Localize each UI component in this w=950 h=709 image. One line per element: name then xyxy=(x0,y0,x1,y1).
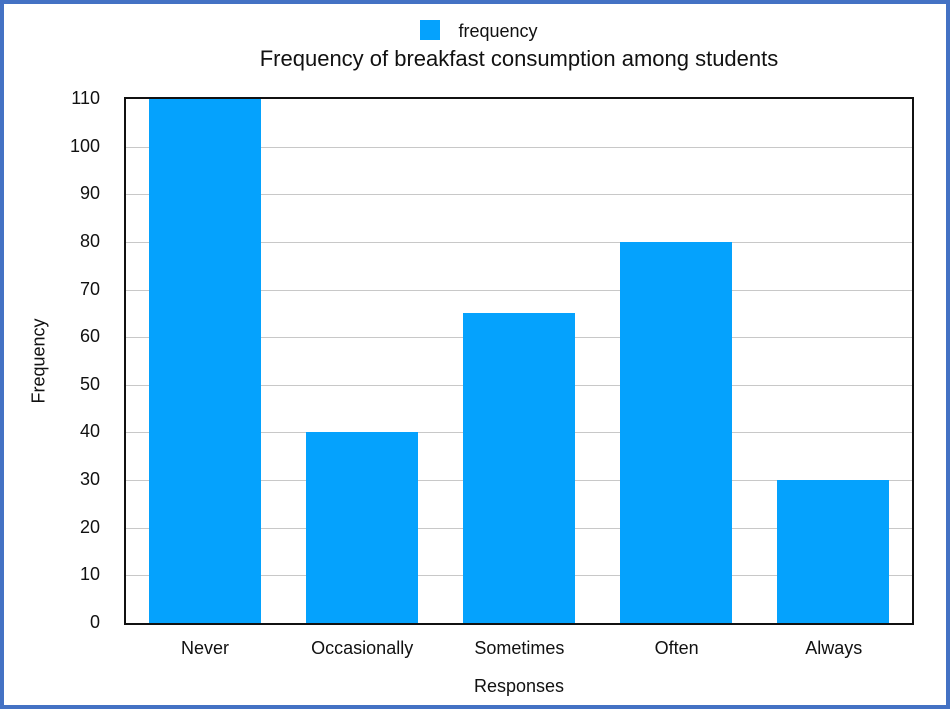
y-tick-label: 30 xyxy=(79,469,100,490)
bar-sometimes xyxy=(463,313,575,623)
y-tick-label: 50 xyxy=(79,373,100,394)
y-tick-label: 80 xyxy=(79,230,100,251)
y-tick-label: 100 xyxy=(69,135,100,156)
gridline xyxy=(126,241,912,243)
x-axis-label: Responses xyxy=(473,676,565,696)
x-tick-label: Never xyxy=(180,638,229,658)
bar-never xyxy=(148,99,261,623)
gridline xyxy=(126,194,912,196)
x-tick-label: Often xyxy=(654,638,699,658)
legend: frequency xyxy=(4,20,950,42)
x-tick-label: Sometimes xyxy=(474,638,565,658)
legend-label: frequency xyxy=(458,21,538,41)
x-tick-label: Occasionally xyxy=(311,638,414,658)
gridline xyxy=(126,289,912,291)
y-tick-label: 10 xyxy=(79,564,100,585)
y-tick-label: 0 xyxy=(89,612,100,632)
bar-often xyxy=(620,241,733,623)
legend-swatch xyxy=(420,20,441,40)
x-tick-label: Always xyxy=(805,638,863,658)
chart-title: Frequency of breakfast consumption among… xyxy=(259,46,779,71)
y-tick-label: 60 xyxy=(79,326,100,347)
bar-occasionally xyxy=(305,432,418,623)
bar-always xyxy=(777,480,890,623)
y-tick-label: 20 xyxy=(79,516,100,537)
gridline xyxy=(126,146,912,148)
y-tick-label: 90 xyxy=(79,183,100,204)
plot-area xyxy=(124,97,914,625)
y-tick-label: 110 xyxy=(71,88,100,108)
y-tick-label: 70 xyxy=(79,278,100,299)
y-tick-label: 40 xyxy=(79,421,100,442)
